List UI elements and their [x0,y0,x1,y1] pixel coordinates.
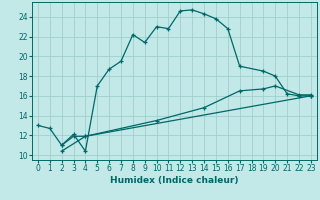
X-axis label: Humidex (Indice chaleur): Humidex (Indice chaleur) [110,176,239,185]
